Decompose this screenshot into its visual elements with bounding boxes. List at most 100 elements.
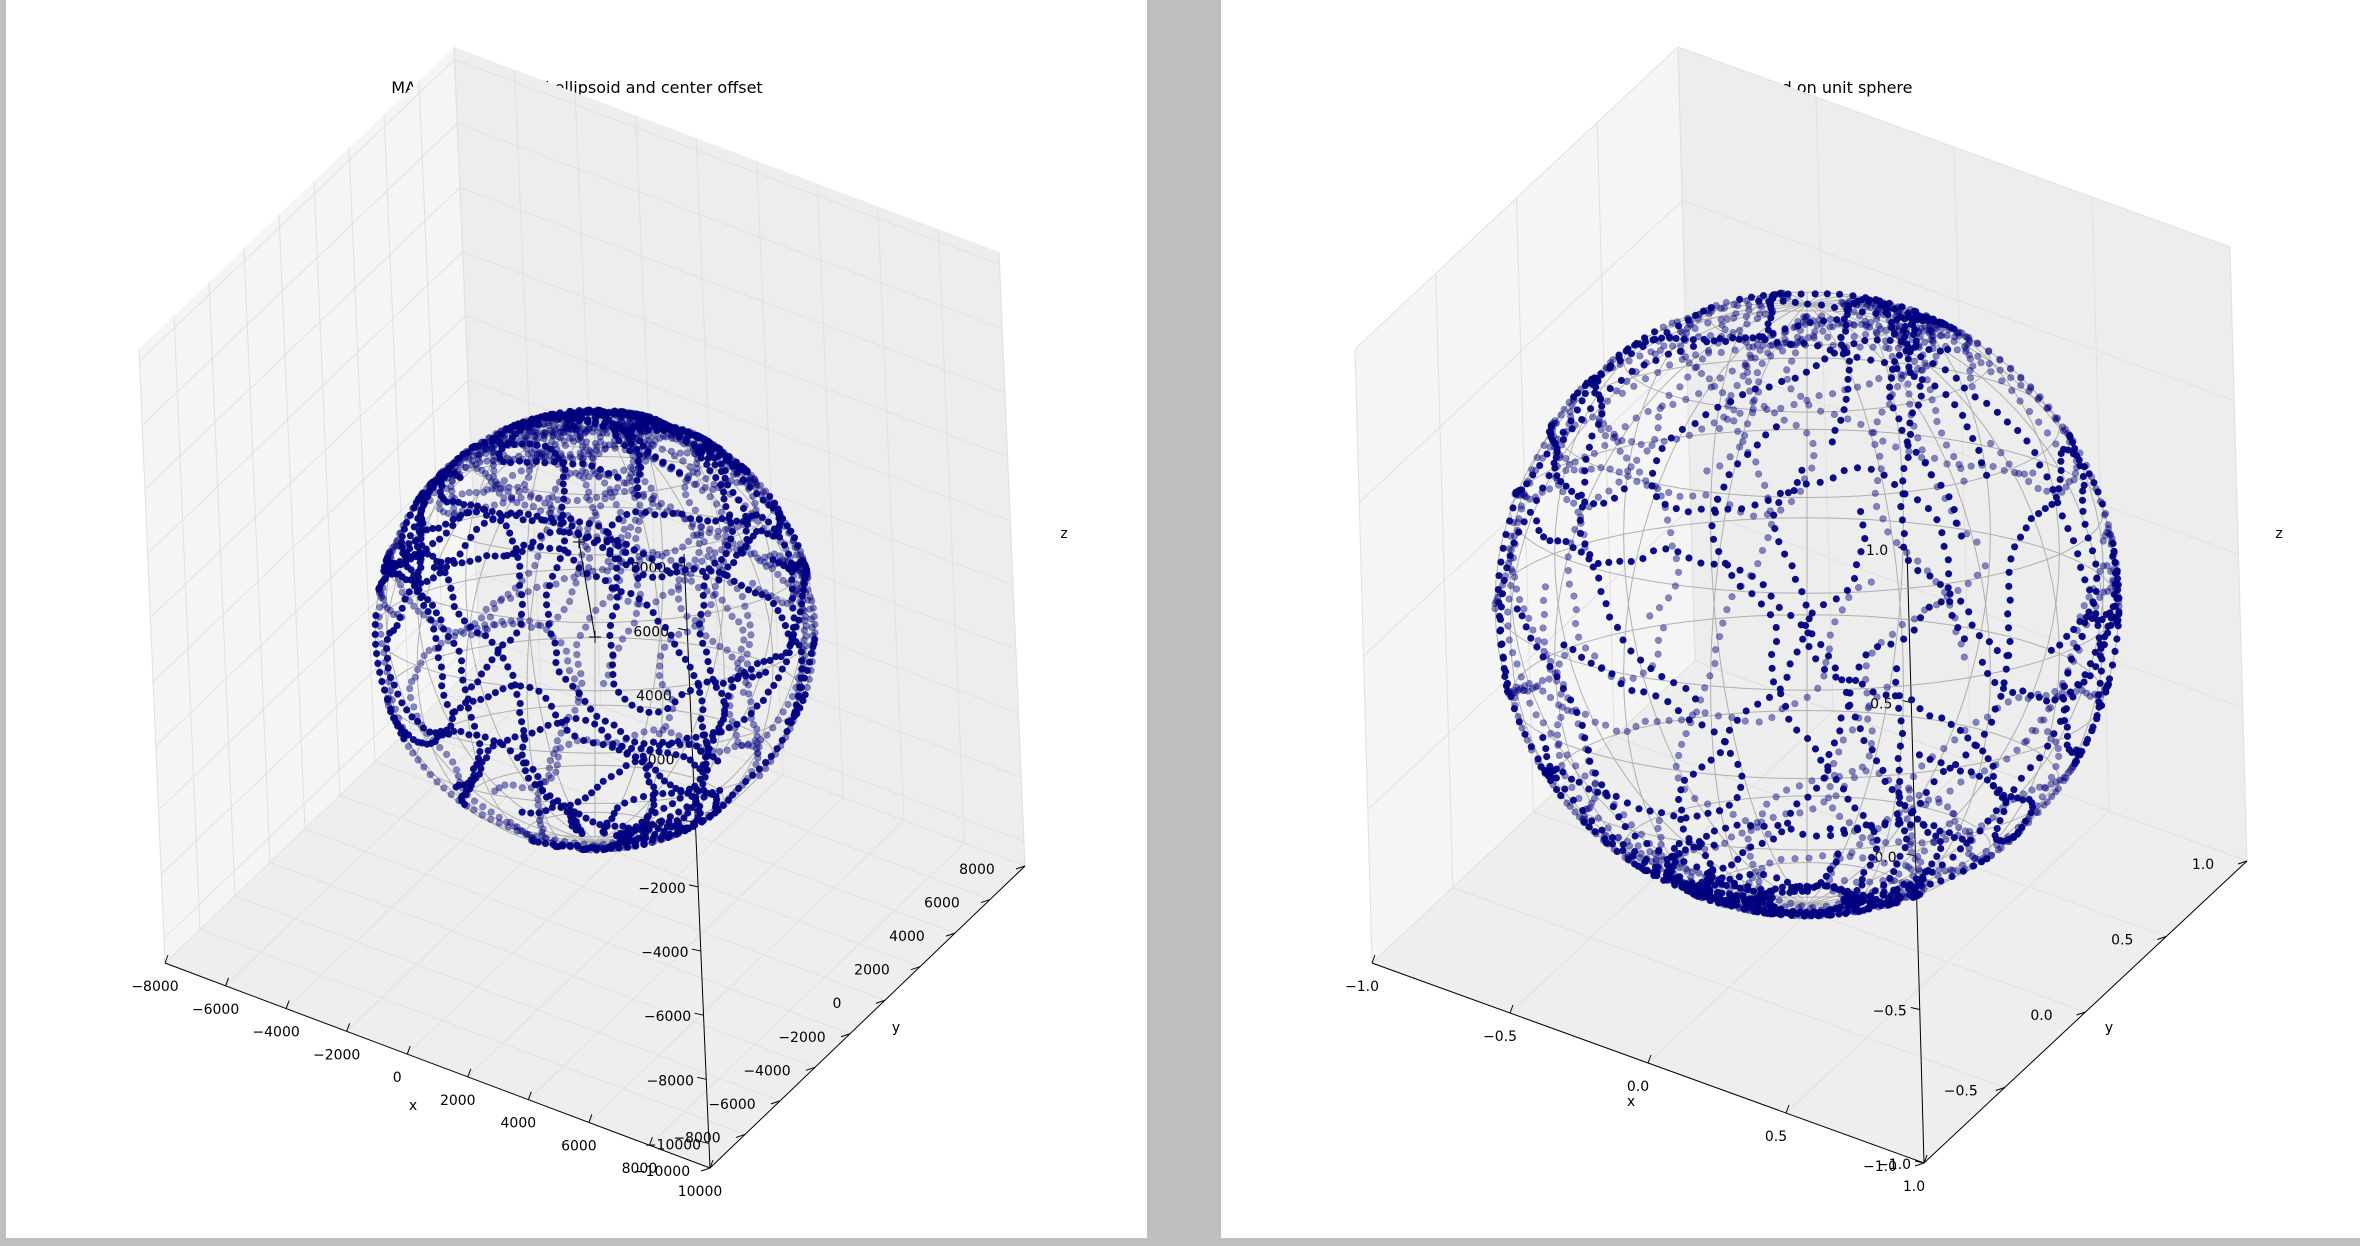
data-point bbox=[1845, 366, 1853, 374]
data-point bbox=[1633, 339, 1641, 348]
data-point bbox=[600, 479, 609, 487]
data-point bbox=[649, 791, 657, 799]
y-tick-mark bbox=[805, 1066, 816, 1071]
data-point bbox=[578, 437, 586, 446]
data-point bbox=[1824, 333, 1832, 341]
data-point bbox=[1923, 362, 1931, 370]
data-point bbox=[695, 548, 703, 557]
data-point bbox=[436, 481, 445, 489]
data-point bbox=[621, 695, 629, 703]
data-point bbox=[632, 836, 640, 844]
data-point bbox=[569, 437, 578, 446]
data-point bbox=[704, 610, 712, 618]
data-point bbox=[632, 534, 640, 543]
data-point bbox=[1837, 333, 1845, 341]
data-point bbox=[613, 473, 622, 481]
y-tick-label: 0 bbox=[833, 996, 842, 1012]
data-point bbox=[1865, 752, 1873, 760]
data-point bbox=[449, 556, 457, 565]
data-point bbox=[552, 842, 560, 851]
data-point bbox=[773, 745, 781, 753]
data-point bbox=[654, 617, 662, 625]
data-point bbox=[531, 433, 539, 441]
data-point bbox=[373, 649, 381, 658]
data-point bbox=[410, 602, 418, 610]
data-point bbox=[417, 594, 425, 602]
data-point bbox=[490, 501, 499, 509]
data-point bbox=[573, 641, 581, 649]
data-point bbox=[2011, 469, 2019, 477]
data-point bbox=[499, 484, 507, 492]
data-point bbox=[480, 519, 488, 527]
data-point bbox=[1825, 645, 1834, 653]
data-point bbox=[1960, 384, 1969, 392]
data-point bbox=[774, 509, 782, 517]
data-point bbox=[632, 469, 640, 477]
data-point bbox=[1908, 409, 1917, 417]
data-point bbox=[574, 529, 582, 537]
data-point bbox=[1766, 859, 1774, 867]
data-point bbox=[710, 480, 718, 488]
data-point bbox=[1981, 562, 1989, 570]
data-point bbox=[582, 438, 591, 446]
data-point bbox=[611, 444, 619, 452]
data-point bbox=[386, 629, 394, 637]
data-point bbox=[706, 666, 714, 675]
data-point bbox=[690, 531, 698, 540]
data-point bbox=[591, 508, 599, 517]
data-point bbox=[586, 705, 595, 713]
data-point bbox=[1690, 846, 1698, 854]
data-point bbox=[631, 565, 639, 573]
data-point bbox=[672, 830, 680, 839]
data-point bbox=[1726, 501, 1734, 509]
data-point bbox=[578, 679, 586, 687]
data-point bbox=[643, 771, 652, 780]
data-point bbox=[667, 556, 675, 564]
data-point bbox=[455, 796, 463, 805]
data-point bbox=[1894, 344, 1903, 352]
data-point bbox=[491, 688, 500, 697]
data-point bbox=[484, 747, 492, 755]
data-point bbox=[484, 693, 492, 701]
data-point bbox=[1588, 432, 1596, 440]
data-point bbox=[769, 555, 777, 564]
data-point bbox=[1871, 489, 1879, 497]
data-point bbox=[1606, 385, 1614, 393]
data-point bbox=[1952, 519, 1960, 527]
data-point bbox=[1860, 736, 1868, 745]
data-point bbox=[450, 602, 458, 611]
data-point bbox=[466, 557, 474, 565]
data-point bbox=[2010, 543, 2019, 551]
grid-line-z-back bbox=[465, 315, 1011, 522]
data-point bbox=[1943, 460, 1951, 468]
data-point bbox=[697, 522, 706, 531]
data-point bbox=[517, 467, 525, 475]
data-point bbox=[1887, 373, 1895, 381]
data-point bbox=[1876, 452, 1884, 460]
data-point bbox=[546, 427, 554, 435]
data-point bbox=[509, 620, 517, 628]
data-point bbox=[667, 631, 675, 639]
grid-line-x-back bbox=[756, 160, 784, 775]
data-point bbox=[664, 688, 672, 696]
data-point bbox=[658, 445, 666, 453]
data-point bbox=[487, 478, 496, 486]
data-point bbox=[1997, 449, 2005, 457]
data-point bbox=[581, 427, 589, 435]
data-point bbox=[683, 474, 692, 482]
grid-line-z-back bbox=[457, 122, 1003, 329]
data-point bbox=[534, 494, 542, 503]
data-point bbox=[1727, 833, 1736, 841]
data-point bbox=[432, 634, 440, 643]
data-point bbox=[455, 647, 463, 655]
data-point bbox=[601, 717, 609, 725]
data-point bbox=[552, 649, 561, 657]
data-point bbox=[600, 829, 609, 837]
data-point bbox=[1564, 566, 1572, 575]
data-point bbox=[777, 537, 785, 546]
data-point bbox=[1654, 424, 1662, 432]
x-tick-label: −6000 bbox=[192, 1002, 239, 1018]
data-point bbox=[544, 721, 552, 729]
data-point bbox=[525, 617, 534, 625]
data-point bbox=[1799, 635, 1807, 643]
